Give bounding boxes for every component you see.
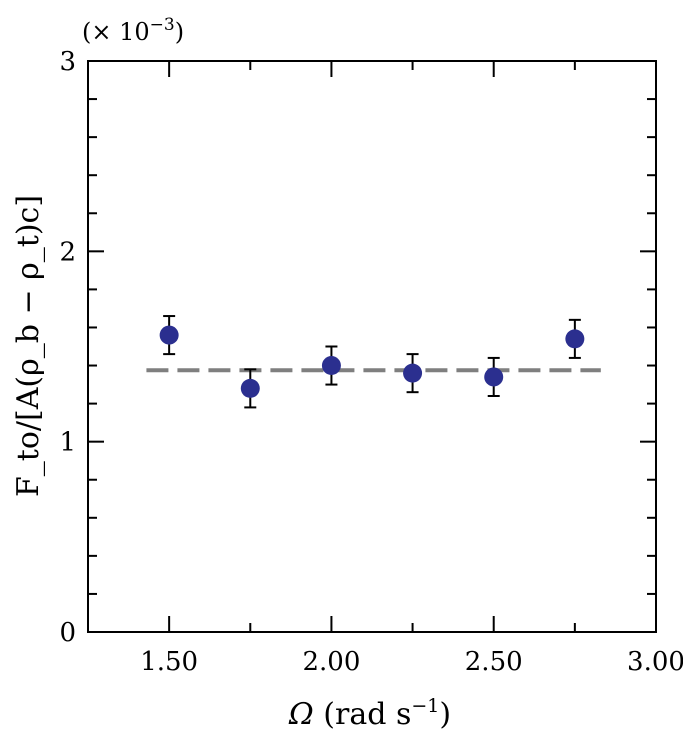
y-tick-label: 1 <box>59 428 76 458</box>
data-point <box>159 315 179 356</box>
x-tick-label: 2.00 <box>302 647 360 677</box>
x-tick-label: 2.50 <box>465 647 523 677</box>
point-marker <box>240 378 260 398</box>
y-axis-title: F_to/[A(ρ_b − ρ_t)c] <box>11 195 46 497</box>
data-point <box>484 356 504 397</box>
x-tick-label: 1.50 <box>140 647 198 677</box>
y-tick-label: 3 <box>59 47 76 77</box>
data-point <box>403 353 423 394</box>
point-marker <box>403 363 423 383</box>
data-points <box>159 315 585 409</box>
x-ticks: 1.50 2.00 2.50 3.00 <box>140 61 683 677</box>
data-point <box>240 368 260 409</box>
y-tick-label: 0 <box>59 618 76 648</box>
point-marker <box>159 325 179 345</box>
point-marker <box>565 329 585 349</box>
y-multiplier: (× 10−3) <box>82 15 184 46</box>
data-point <box>565 318 585 359</box>
point-marker <box>484 367 504 387</box>
point-marker <box>321 356 341 376</box>
data-point <box>321 345 341 386</box>
plot-frame <box>87 60 657 633</box>
y-ticks: 0 1 2 3 <box>59 47 656 648</box>
y-tick-label: 2 <box>59 237 76 267</box>
x-axis-title: Ω (rad s−1) <box>288 695 451 732</box>
x-tick-label: 3.00 <box>627 647 683 677</box>
